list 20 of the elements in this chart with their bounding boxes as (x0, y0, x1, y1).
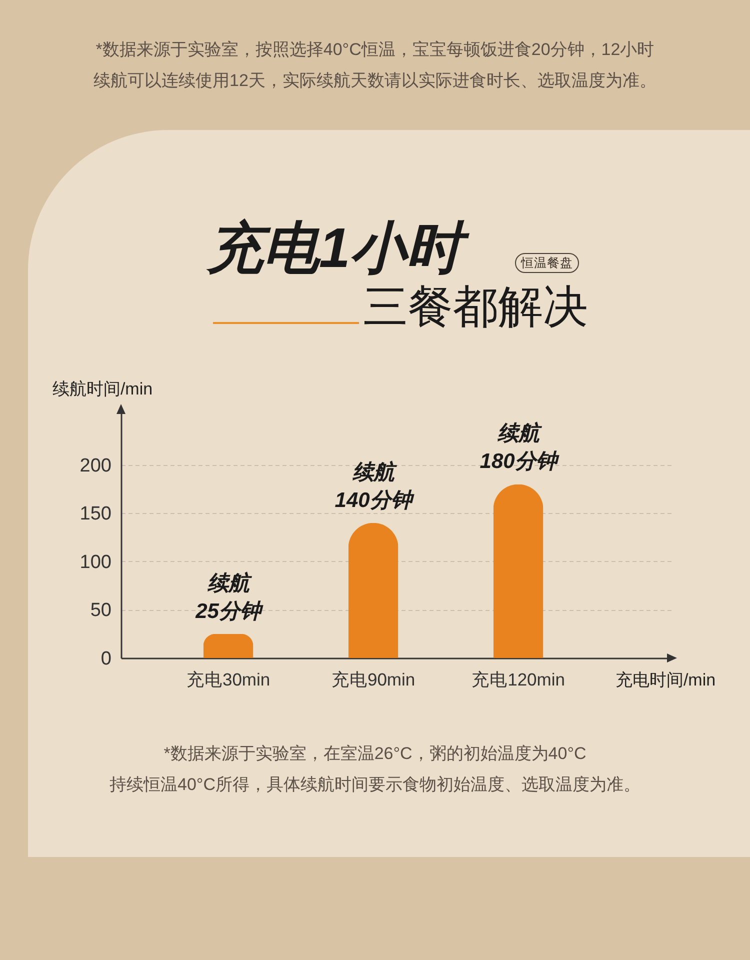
bar (493, 484, 544, 658)
x-axis-title: 充电时间/min (615, 670, 716, 690)
bar (348, 522, 398, 658)
text: *数据来源于实验室，在室温26°C，粥的初始温度为40°C持续恒温40°C所得，具体续航时间要示食物初始温度、选取温度为准。 (108, 743, 642, 796)
x-tick-label: 充电30min (186, 670, 270, 690)
x-tick-label: 充电120min (472, 670, 566, 690)
text: *数据来源于实验室，按照选择40°C恒温，宝宝每顿饭进食20分钟，12小时续航可以连续使用12天，实际续航天数请以实际进食时长、选取温度为准。 (92, 39, 658, 92)
bar (203, 634, 254, 658)
y-tick-label: 100 (80, 552, 112, 573)
y-tick-label: 50 (90, 600, 112, 622)
data-label: 续航 180分钟 (480, 421, 560, 474)
x-tick-label: 充电90min (331, 670, 416, 690)
text: 恒温餐盘 (515, 253, 579, 273)
y-tick-label: 0 (100, 648, 112, 670)
data-label: 续航 25分钟 (194, 570, 264, 623)
y-tick-label: 200 (80, 455, 112, 476)
chart-subtitle: 三餐都解决 (363, 280, 588, 334)
data-label: 续航 140分钟 (334, 460, 415, 512)
y-axis-title: 续航时间/min (52, 380, 153, 398)
y-tick-label: 150 (80, 504, 112, 525)
